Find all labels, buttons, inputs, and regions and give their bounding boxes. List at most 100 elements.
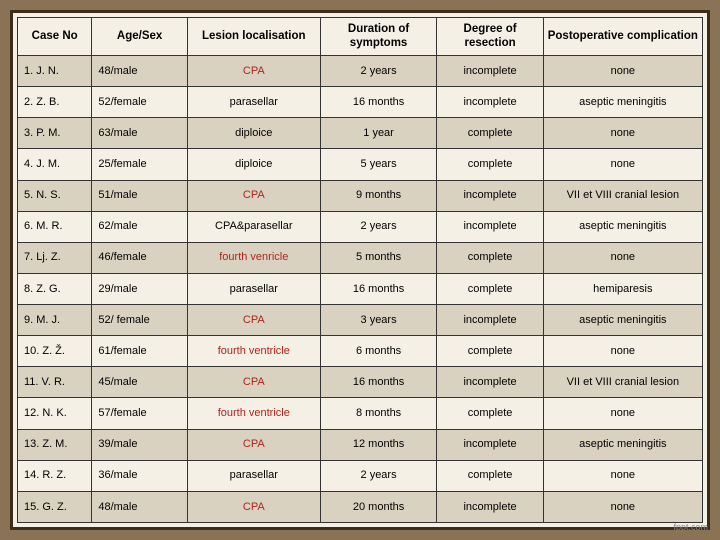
table-cell: 25/female [92,149,188,180]
table-cell: none [543,242,702,273]
table-cell: 36/male [92,460,188,491]
table-cell: 6 months [320,336,437,367]
table-cell: 3. P. M. [18,118,92,149]
table-row: 13. Z. M.39/maleCPA12 monthsincompleteas… [18,429,703,460]
table-cell: diploice [187,118,320,149]
table-cell: 9. M. J. [18,305,92,336]
col-header: Degree of resection [437,18,543,56]
table-cell: incomplete [437,367,543,398]
table-row: 14. R. Z.36/maleparasellar2 yearscomplet… [18,460,703,491]
table-cell: 7. Lj. Z. [18,242,92,273]
table-cell: 2 years [320,211,437,242]
cases-table: Case No Age/Sex Lesion localisation Dura… [17,17,703,523]
table-cell: hemiparesis [543,273,702,304]
table-cell: CPA [187,429,320,460]
table-row: 10. Z. Ž.61/femalefourth ventricle6 mont… [18,336,703,367]
table-cell: 2. Z. B. [18,87,92,118]
table-cell: 12. N. K. [18,398,92,429]
table-cell: 48/male [92,491,188,522]
table-cell: 51/male [92,180,188,211]
table-cell: CPA [187,180,320,211]
table-cell: 39/male [92,429,188,460]
table-cell: complete [437,149,543,180]
table-cell: fourth ventricle [187,398,320,429]
table-cell: 13. Z. M. [18,429,92,460]
table-cell: 16 months [320,87,437,118]
table-cell: 48/male [92,56,188,87]
table-row: 7. Lj. Z.46/femalefourth venricle5 month… [18,242,703,273]
table-cell: incomplete [437,491,543,522]
table-cell: CPA&parasellar [187,211,320,242]
col-header: Case No [18,18,92,56]
table-cell: 5 months [320,242,437,273]
table-row: 1. J. N.48/maleCPA2 yearsincompletenone [18,56,703,87]
table-row: 2. Z. B.52/femaleparasellar16 monthsinco… [18,87,703,118]
table-cell: complete [437,336,543,367]
col-header: Lesion localisation [187,18,320,56]
col-header: Postoperative complication [543,18,702,56]
table-cell: complete [437,118,543,149]
table-cell: 9 months [320,180,437,211]
table-cell: 16 months [320,367,437,398]
table-cell: none [543,398,702,429]
table-cell: CPA [187,367,320,398]
table-cell: 61/female [92,336,188,367]
table-cell: 14. R. Z. [18,460,92,491]
table-cell: 1 year [320,118,437,149]
table-cell: 5 years [320,149,437,180]
table-header-row: Case No Age/Sex Lesion localisation Dura… [18,18,703,56]
table-cell: none [543,149,702,180]
table-cell: aseptic meningitis [543,211,702,242]
table-row: 12. N. K.57/femalefourth ventricle8 mont… [18,398,703,429]
watermark: fppt.com [673,522,708,532]
table-cell: 5. N. S. [18,180,92,211]
table-cell: 6. M. R. [18,211,92,242]
table-row: 11. V. R.45/maleCPA16 monthsincompleteVI… [18,367,703,398]
table-cell: complete [437,398,543,429]
table-cell: VII et VIII cranial lesion [543,180,702,211]
table-cell: 4. J. M. [18,149,92,180]
table-cell: diploice [187,149,320,180]
table-cell: complete [437,242,543,273]
table-row: 9. M. J.52/ femaleCPA3 yearsincompleteas… [18,305,703,336]
table-cell: VII et VIII cranial lesion [543,367,702,398]
table-cell: none [543,491,702,522]
table-cell: 62/male [92,211,188,242]
table-cell: 15. G. Z. [18,491,92,522]
table-cell: incomplete [437,87,543,118]
table-cell: incomplete [437,305,543,336]
table-row: 4. J. M.25/femalediploice5 yearscomplete… [18,149,703,180]
table-cell: 3 years [320,305,437,336]
table-cell: complete [437,273,543,304]
table-cell: parasellar [187,273,320,304]
table-row: 3. P. M.63/malediploice1 yearcompletenon… [18,118,703,149]
table-cell: aseptic meningitis [543,305,702,336]
table-cell: 16 months [320,273,437,304]
table-row: 8. Z. G.29/maleparasellar16 monthscomple… [18,273,703,304]
table-cell: parasellar [187,87,320,118]
table-cell: 12 months [320,429,437,460]
table-cell: aseptic meningitis [543,429,702,460]
table-cell: fourth ventricle [187,336,320,367]
table-cell: 8 months [320,398,437,429]
table-cell: none [543,336,702,367]
table-cell: 10. Z. Ž. [18,336,92,367]
col-header: Age/Sex [92,18,188,56]
table-cell: 52/female [92,87,188,118]
table-cell: 8. Z. G. [18,273,92,304]
table-cell: none [543,118,702,149]
table-cell: 63/male [92,118,188,149]
table-cell: CPA [187,305,320,336]
table-cell: fourth venricle [187,242,320,273]
table-cell: incomplete [437,56,543,87]
table-cell: 52/ female [92,305,188,336]
table-cell: 2 years [320,56,437,87]
slide-frame: Case No Age/Sex Lesion localisation Dura… [10,10,710,530]
table-cell: incomplete [437,180,543,211]
table-row: 6. M. R.62/maleCPA&parasellar2 yearsinco… [18,211,703,242]
table-cell: 46/female [92,242,188,273]
table-cell: incomplete [437,429,543,460]
col-header: Duration of symptoms [320,18,437,56]
table-cell: none [543,460,702,491]
table-row: 5. N. S.51/maleCPA9 monthsincompleteVII … [18,180,703,211]
